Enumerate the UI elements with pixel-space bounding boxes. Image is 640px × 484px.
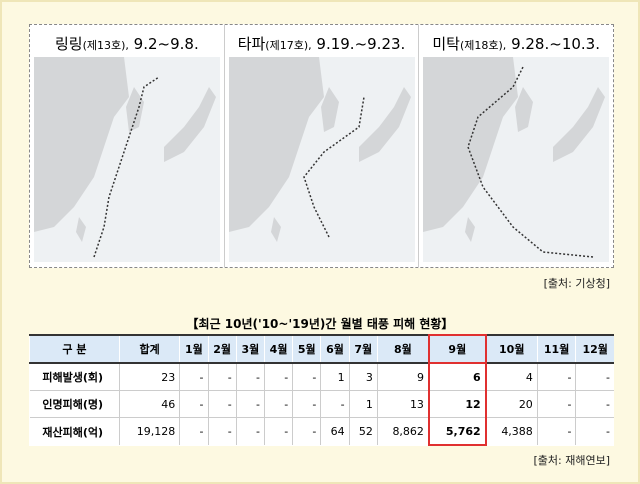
column-header: 10월	[485, 335, 538, 363]
column-header: 7월	[348, 335, 378, 363]
map: 타파(제17호), 9.19.~9.23.	[225, 25, 420, 267]
cell: 23	[118, 362, 180, 391]
cell: 8,862	[376, 417, 429, 445]
map-panel: 링링(제13호), 9.2~9.8. 타파(제17호), 9.19.~9.23.…	[29, 24, 614, 268]
map-title: 링링(제13호), 9.2~9.8.	[30, 33, 224, 54]
cell: -	[207, 362, 237, 391]
typhoon-period: 9.19.~9.23.	[316, 35, 406, 53]
cell: 9	[376, 362, 429, 391]
cell: -	[235, 390, 265, 418]
cell: 3	[348, 362, 378, 391]
cell: 19,128	[118, 417, 180, 445]
row-header: 피해발생(회)	[29, 362, 120, 391]
typhoon-number: (제17호),	[265, 39, 312, 52]
column-header: 3월	[235, 335, 265, 363]
table-row: 피해발생(회) 23- - - - -1 3 9 6 4- -	[29, 362, 614, 391]
map: 링링(제13호), 9.2~9.8.	[30, 25, 225, 267]
cell: 46	[118, 390, 180, 418]
cell: 4	[485, 362, 538, 391]
cell: -	[575, 417, 614, 445]
column-header: 11월	[536, 335, 576, 363]
typhoon-period: 9.28.~10.3.	[511, 35, 600, 53]
cell: -	[536, 417, 576, 445]
cell: -	[292, 390, 321, 418]
cell: -	[179, 362, 209, 391]
column-header: 2월	[207, 335, 237, 363]
table-row: 재산피해(억) 19,128- - - - -64 52 8,862 5,762 4,388- -	[29, 417, 614, 446]
cell: -	[207, 390, 237, 418]
column-header: 8월	[376, 335, 429, 363]
source: [출처: 재해연보]	[533, 454, 610, 467]
column-header: 1월	[179, 335, 209, 363]
cell: -	[263, 417, 293, 445]
cell: 64	[320, 417, 350, 445]
typhoon-name: 링링	[54, 35, 83, 53]
track-map	[423, 57, 610, 262]
row-header: 재산피해(억)	[29, 417, 120, 445]
cell: -	[263, 390, 293, 418]
map-title: 타파(제17호), 9.19.~9.23.	[225, 33, 419, 54]
typhoon-name: 미탁	[432, 35, 460, 53]
cell: -	[235, 362, 265, 391]
cell: -	[575, 362, 614, 391]
cell: -	[179, 417, 209, 445]
column-header: 구 분	[29, 335, 120, 363]
cell: 52	[348, 417, 378, 445]
damage-table: 구 분 합계 1월 2월 3월 4월 5월 6월 7월 8월 9월 10월 11월 12월 피해발생(회) 2…	[29, 334, 614, 446]
cell: -	[263, 362, 293, 391]
table-title: 【최근 10년('10~'19년)간 월별 태풍 피해 현황】	[186, 317, 454, 331]
cell: -	[292, 417, 321, 445]
column-header: 5월	[292, 335, 321, 363]
map-title: 미탁(제18호), 9.28.~10.3.	[419, 33, 613, 54]
cell: 20	[485, 390, 538, 418]
cell: -	[536, 390, 576, 418]
row-header: 인명피해(명)	[29, 390, 120, 418]
cell: 12	[427, 390, 487, 418]
cell: -	[292, 362, 321, 391]
column-header: 합계	[118, 335, 180, 363]
source: [출처: 기상청]	[543, 277, 610, 290]
typhoon-period: 9.2~9.8.	[133, 35, 199, 53]
cell: 4,388	[485, 417, 538, 445]
column-header: 4월	[263, 335, 293, 363]
cell: -	[536, 362, 576, 391]
cell: 5,762	[427, 417, 487, 446]
cell: -	[235, 417, 265, 445]
cell: 1	[320, 362, 350, 391]
track-map	[34, 57, 220, 262]
cell: -	[320, 390, 350, 418]
cell: -	[179, 390, 209, 418]
column-header: 6월	[320, 335, 350, 363]
map: 미탁(제18호), 9.28.~10.3.	[419, 25, 613, 267]
typhoon-number: (제18호),	[459, 39, 507, 52]
cell: -	[575, 390, 614, 418]
table-row: 인명피해(명) 46- - - - - -1 13 12 20- -	[29, 390, 614, 418]
typhoon-name: 타파	[237, 35, 266, 53]
track-map	[228, 57, 415, 262]
column-header: 12월	[575, 335, 614, 363]
cell: -	[207, 417, 237, 445]
typhoon-number: (제13호),	[82, 39, 129, 52]
cell: 1	[348, 390, 378, 418]
cell: 13	[376, 390, 429, 418]
cell: 6	[427, 362, 487, 391]
column-header: 9월	[427, 334, 487, 364]
